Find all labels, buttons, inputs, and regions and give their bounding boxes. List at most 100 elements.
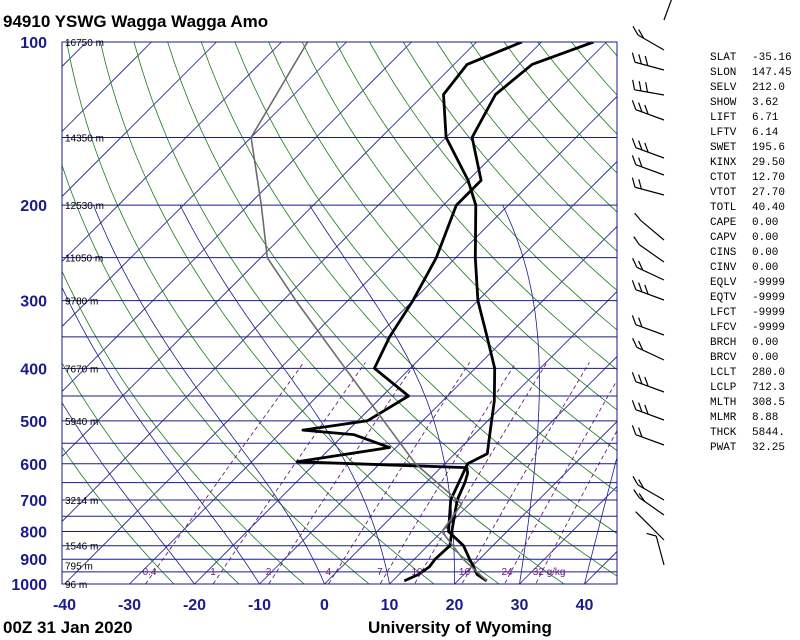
- index-value: -9999: [752, 277, 785, 289]
- isotherm-line: [259, 225, 617, 584]
- index-key: TOTL: [710, 202, 736, 214]
- wind-barb: [632, 79, 665, 96]
- temperature-tick-label: 40: [576, 597, 594, 614]
- index-value: 147.45: [752, 67, 792, 79]
- index-value: -9999: [752, 322, 785, 334]
- index-key: BRCV: [710, 352, 737, 364]
- index-value: -35.16: [752, 52, 792, 64]
- wind-barb: [631, 372, 665, 393]
- mixing-ratio-line: [414, 362, 548, 584]
- mixing-ratio-label: 16: [459, 567, 471, 578]
- index-key: EQLV: [710, 277, 737, 289]
- wind-barb: [631, 100, 665, 121]
- index-value: 5844.: [752, 427, 785, 439]
- pressure-tick-label: 600: [20, 457, 47, 474]
- source-label: University of Wyoming: [368, 618, 552, 637]
- index-value: 0.00: [752, 337, 778, 349]
- temperature-axis: -40 -30 -20 -10 0 10 20 30 40: [53, 597, 594, 614]
- pressure-tick-label: 400: [20, 361, 47, 378]
- mixing-ratio-label: 10: [412, 567, 424, 578]
- index-value: 195.6: [752, 142, 785, 154]
- index-value: 27.70: [752, 187, 785, 199]
- wind-barb: [632, 26, 665, 51]
- pressure-tick-label: 200: [20, 198, 47, 215]
- wind-barb: [631, 425, 665, 446]
- height-label: 5940 m: [65, 417, 98, 428]
- mixing-ratio-label: 7: [377, 567, 383, 578]
- index-value: 3.62: [752, 97, 778, 109]
- wind-barb: [633, 236, 665, 263]
- height-label: 12530 m: [65, 201, 104, 212]
- temperature-tick-label: 10: [381, 597, 399, 614]
- isotherm-line: [389, 355, 617, 584]
- index-key: CAPV: [710, 232, 737, 244]
- height-label: 96 m: [65, 580, 87, 591]
- height-labels: 16750 m 14350 m 12530 m 11050 m 9780 m 7670 m…: [65, 38, 104, 591]
- mixing-ratio-label: 24: [502, 567, 514, 578]
- mixing-ratio-label: 32 g/kg: [533, 567, 566, 578]
- dry-adiabat-line: [268, 42, 617, 452]
- index-key: LCLP: [710, 382, 737, 394]
- isotherm-line: [0, 42, 22, 584]
- temperature-tick-label: 30: [511, 597, 529, 614]
- wind-barb: [663, 0, 672, 21]
- isotherm-line: [62, 42, 217, 198]
- wind-barb: [632, 476, 665, 501]
- index-key: SHOW: [710, 97, 737, 109]
- index-value: 29.50: [752, 157, 785, 169]
- index-value: 6.71: [752, 112, 779, 124]
- index-value: 32.25: [752, 442, 785, 454]
- height-label: 16750 m: [65, 38, 104, 49]
- dry-adiabat-line: [66, 42, 435, 584]
- dry-adiabat-line: [62, 446, 175, 584]
- temperature-tick-label: 0: [320, 597, 329, 614]
- index-value: 6.14: [752, 127, 779, 139]
- index-key: VTOT: [710, 187, 737, 199]
- isotherm-line: [454, 420, 617, 584]
- index-key: MLTH: [710, 397, 736, 409]
- wind-barb: [631, 280, 665, 301]
- index-key: SWET: [710, 142, 737, 154]
- pressure-tick-label: 700: [20, 493, 47, 510]
- index-value: 8.88: [752, 412, 778, 424]
- wind-barb: [631, 177, 665, 196]
- dry-adiabat-line: [62, 362, 240, 584]
- index-key: LFTV: [710, 127, 737, 139]
- index-key: LFCT: [710, 307, 737, 319]
- wind-barb: [631, 52, 665, 71]
- mixing-ratio-label: 1: [210, 567, 216, 578]
- index-key: LCLT: [710, 367, 737, 379]
- height-label: 14350 m: [65, 133, 104, 144]
- dry-adiabat-line: [470, 42, 617, 213]
- dry-adiabat-line: [402, 42, 617, 291]
- index-key: PWAT: [710, 442, 737, 454]
- index-value: 0.00: [752, 232, 778, 244]
- index-value: 212.0: [752, 82, 785, 94]
- temperature-tick-label: 20: [446, 597, 464, 614]
- moist-adiabat-line: [584, 455, 617, 584]
- index-key: CAPE: [710, 217, 737, 229]
- wind-barb: [646, 532, 665, 566]
- isotherm-line: [64, 42, 607, 584]
- isotherm-line: [62, 42, 282, 263]
- pressure-tick-label: 1000: [11, 577, 47, 594]
- index-key: CINS: [710, 247, 737, 259]
- dry-adiabat-line: [133, 42, 565, 584]
- isotherm-line: [519, 485, 617, 584]
- pressure-tick-label: 300: [20, 294, 47, 311]
- wind-barb: [634, 212, 665, 241]
- height-label: 3214 m: [65, 496, 98, 507]
- mixing-ratio-line: [535, 429, 617, 584]
- height-label: 11050 m: [65, 254, 103, 265]
- pressure-tick-label: 800: [20, 525, 47, 542]
- dry-adiabat-line: [301, 42, 617, 411]
- isotherm-line: [324, 290, 617, 584]
- index-value: 12.70: [752, 172, 785, 184]
- moist-adiabat-line: [93, 205, 325, 584]
- pressure-tick-label: 500: [20, 414, 47, 431]
- wind-barb: [633, 489, 665, 516]
- dry-adiabat-line: [234, 42, 617, 493]
- index-key: LFCV: [710, 322, 737, 334]
- moist-adiabat-line: [62, 286, 260, 584]
